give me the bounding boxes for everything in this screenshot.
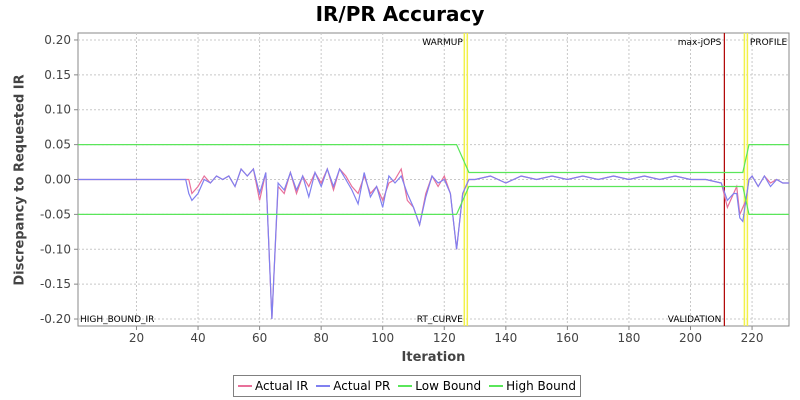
marker-top-label: PROFILE bbox=[750, 38, 788, 48]
legend-swatch bbox=[398, 385, 413, 387]
y-tick-label: -0.05 bbox=[40, 207, 71, 221]
y-tick-label: 0.05 bbox=[44, 138, 71, 152]
legend-label: Actual PR bbox=[333, 379, 391, 393]
marker-labels: WARMUP RT_CURVE max-jOPS VALIDATION PROFILE H… bbox=[80, 38, 788, 325]
marker-top-label: WARMUP bbox=[422, 38, 463, 48]
y-tick-label: -0.15 bbox=[40, 277, 71, 291]
x-tick-label: 220 bbox=[741, 331, 764, 345]
grid bbox=[78, 33, 789, 326]
x-tick-label: 20 bbox=[129, 331, 144, 345]
y-tick-label: 0.20 bbox=[44, 33, 71, 47]
x-axis-label: Iteration bbox=[401, 350, 466, 365]
legend-item: Actual PR bbox=[316, 379, 390, 393]
event-markers bbox=[463, 33, 749, 326]
marker-top-label: max-jOPS bbox=[678, 38, 722, 48]
x-tick-label: 200 bbox=[679, 331, 702, 345]
x-tick-label: 180 bbox=[617, 331, 640, 345]
x-tick-label: 60 bbox=[252, 331, 267, 345]
legend-swatch bbox=[489, 385, 504, 387]
y-tick-label: -0.10 bbox=[40, 242, 71, 256]
corner-label: HIGH_BOUND_IR bbox=[80, 315, 154, 325]
legend-swatch bbox=[316, 385, 331, 387]
legend-label: Low Bound bbox=[415, 379, 482, 393]
legend-item: High Bound bbox=[489, 379, 576, 393]
legend-label: Actual IR bbox=[255, 379, 309, 393]
x-tick-label: 40 bbox=[190, 331, 205, 345]
legend-label: High Bound bbox=[506, 379, 576, 393]
legend-item: Actual IR bbox=[238, 379, 308, 393]
y-tick-label: 0.10 bbox=[44, 103, 71, 117]
x-tick-label: 160 bbox=[556, 331, 579, 345]
series-lines bbox=[78, 144, 789, 320]
x-tick-label: 80 bbox=[314, 331, 329, 345]
legend: Actual IR Actual PR Low Bound High Bound bbox=[233, 375, 581, 397]
x-tick-label: 100 bbox=[371, 331, 394, 345]
x-tick-label: 140 bbox=[494, 331, 517, 345]
y-axis-ticks: 0.20 0.15 0.10 0.05 0.00 -0.05 -0.10 -0.15 -0.20 bbox=[40, 33, 78, 326]
y-tick-label: 0.00 bbox=[44, 173, 71, 187]
series-line-low-bound bbox=[78, 185, 789, 215]
x-tick-label: 120 bbox=[433, 331, 456, 345]
marker-bottom-label: RT_CURVE bbox=[417, 315, 463, 325]
legend-item: Low Bound bbox=[398, 379, 481, 393]
series-line-high-bound bbox=[78, 144, 789, 174]
x-axis-ticks: 20 40 60 80 100 120 140 160 180 200 220 bbox=[129, 326, 764, 345]
marker-bottom-label: VALIDATION bbox=[668, 315, 722, 325]
series-line-actual-pr bbox=[78, 167, 789, 320]
chart-title: IR/PR Accuracy bbox=[315, 2, 485, 26]
legend-swatch bbox=[238, 385, 252, 387]
y-tick-label: 0.15 bbox=[44, 68, 71, 82]
y-tick-label: -0.20 bbox=[40, 312, 71, 326]
